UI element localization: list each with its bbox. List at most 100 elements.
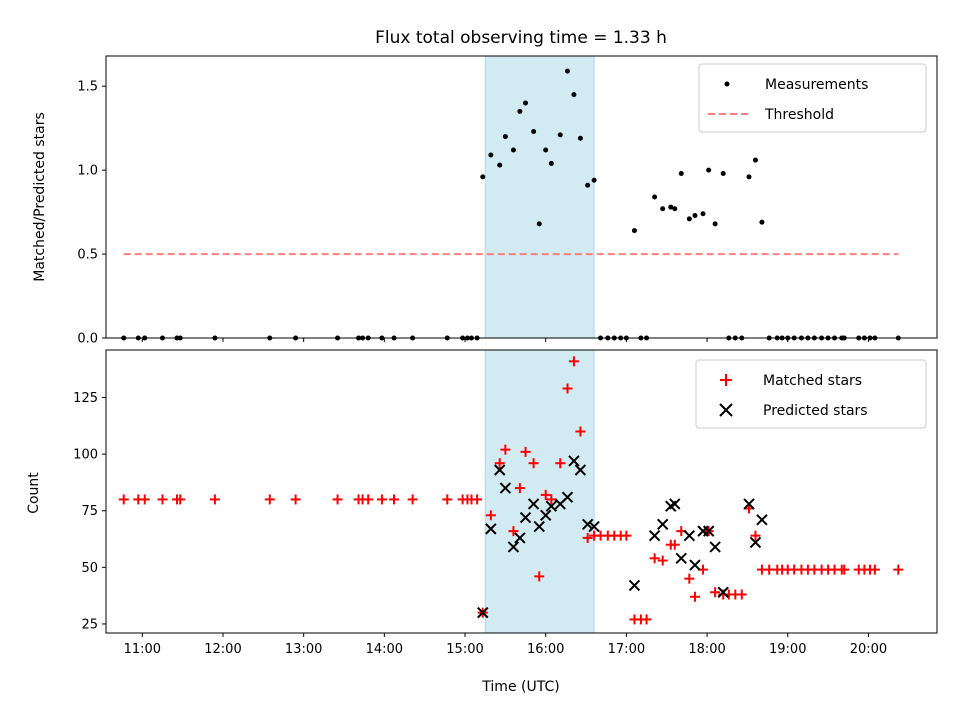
data-point [568, 455, 580, 467]
y-tick-label: 100 [73, 448, 98, 463]
data-point [494, 464, 506, 476]
data-point [209, 494, 220, 505]
bottom-y-axis-label: Count [26, 472, 42, 514]
y-tick-label: 1.5 [77, 80, 98, 95]
legend-matched-marker [720, 374, 732, 386]
data-point [869, 564, 880, 575]
x-tick-label: 17:00 [608, 642, 645, 657]
data-point [750, 530, 761, 541]
data-point [562, 383, 573, 394]
data-point [555, 458, 566, 469]
data-point [756, 514, 768, 526]
x-tick-label: 16:00 [527, 642, 564, 657]
chart-title: Flux total observing time = 1.33 h [375, 28, 667, 48]
data-point [621, 530, 632, 541]
legend-top: Measurements Threshold [698, 63, 927, 133]
x-tick-label: 15:00 [446, 642, 483, 657]
data-point [539, 509, 552, 521]
data-point [534, 571, 545, 582]
data-point [264, 494, 275, 505]
data-point [652, 194, 658, 200]
data-point [543, 147, 549, 153]
data-point [175, 494, 186, 505]
data-point [485, 523, 497, 535]
data-point [500, 444, 511, 455]
legend-measurements-label: Measurements [765, 77, 868, 93]
data-point [407, 494, 418, 505]
data-point [675, 552, 687, 564]
data-point [527, 498, 540, 510]
y-tick-label: 75 [81, 504, 98, 519]
data-point [743, 498, 755, 510]
data-point [648, 529, 661, 542]
data-point [472, 494, 483, 505]
data-point [689, 591, 700, 602]
top-y-axis-label: Matched/Predicted stars [32, 112, 48, 282]
data-point [839, 564, 850, 575]
legend-predicted-marker [719, 403, 733, 417]
data-point [720, 171, 726, 176]
legend-measurements-marker [724, 81, 730, 87]
data-point [510, 147, 516, 153]
plot-frame [105, 55, 938, 339]
data-point [507, 541, 520, 553]
data-point [759, 219, 765, 225]
data-point [494, 458, 505, 469]
legend-bottom: Matched stars Predicted stars [695, 359, 927, 429]
data-point [497, 162, 503, 168]
data-point [290, 494, 301, 505]
data-point [683, 529, 696, 542]
data-point [442, 494, 453, 505]
data-point [564, 68, 570, 74]
data-point [577, 135, 583, 141]
data-point [752, 157, 758, 163]
x-tick-label: 12:00 [204, 642, 241, 657]
plot-frame [105, 349, 938, 634]
data-point [376, 494, 387, 505]
top-panel: 0.0 0.5 1.0 1.5 [77, 55, 938, 347]
data-point [581, 518, 594, 531]
data-point [689, 559, 701, 571]
data-point [736, 589, 747, 600]
x-tick-label: 14:00 [366, 642, 403, 657]
data-point [533, 520, 545, 533]
data-point [700, 211, 706, 217]
data-point [706, 167, 712, 173]
data-point [389, 494, 400, 505]
data-point [502, 134, 508, 140]
data-point [575, 426, 586, 437]
data-point [588, 520, 600, 533]
data-point [717, 586, 729, 598]
legend-predicted-label: Predicted stars [763, 403, 868, 419]
x-tick-label: 19:00 [769, 642, 806, 657]
data-point [568, 356, 579, 367]
data-point [641, 614, 652, 625]
data-point [557, 132, 563, 138]
data-point [480, 174, 486, 180]
data-point [684, 573, 695, 584]
x-tick-label: 20:00 [850, 642, 887, 657]
y-tick-label: 1.0 [77, 164, 98, 179]
data-point [545, 500, 558, 512]
data-point [546, 494, 557, 505]
legend-threshold-label: Threshold [764, 107, 834, 123]
data-point [672, 206, 678, 212]
data-point [520, 446, 531, 457]
data-point [514, 532, 526, 544]
data-point [668, 204, 674, 210]
series-predicted-stars [477, 455, 768, 619]
data-point [585, 182, 591, 188]
data-point [517, 108, 523, 114]
data-point [519, 511, 532, 524]
data-point [523, 100, 529, 106]
data-point [631, 228, 637, 234]
data-point [488, 152, 494, 158]
data-point [118, 494, 129, 505]
series-matched-stars [118, 356, 904, 625]
data-point [574, 464, 587, 476]
data-point [749, 536, 762, 549]
data-point [540, 489, 551, 500]
data-point [582, 532, 593, 543]
y-tick-label: 50 [81, 561, 98, 576]
